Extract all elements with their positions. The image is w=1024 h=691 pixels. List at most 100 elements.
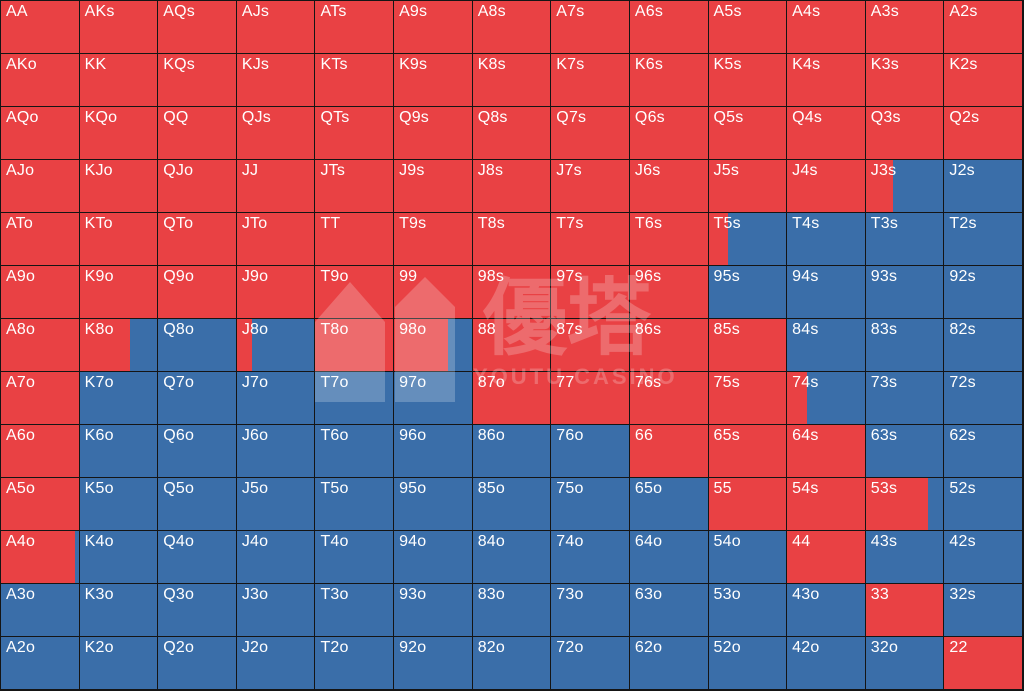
hand-cell[interactable]: QQ: [158, 107, 236, 159]
hand-cell[interactable]: K2o: [79, 637, 158, 689]
hand-cell[interactable]: QJo: [158, 160, 236, 212]
hand-cell[interactable]: AKo: [1, 54, 79, 106]
hand-cell[interactable]: J9o: [236, 266, 315, 318]
hand-cell[interactable]: 53o: [708, 584, 787, 636]
hand-cell[interactable]: T8o: [315, 319, 394, 371]
hand-cell[interactable]: TT: [315, 213, 394, 265]
hand-cell[interactable]: T6s: [629, 213, 708, 265]
hand-cell[interactable]: K4s: [787, 54, 865, 106]
hand-cell[interactable]: A2o: [1, 637, 79, 689]
hand-cell[interactable]: Q2s: [944, 107, 1022, 159]
hand-cell[interactable]: Q4s: [787, 107, 865, 159]
hand-cell[interactable]: K9o: [79, 266, 158, 318]
hand-cell[interactable]: 75s: [708, 372, 787, 424]
hand-cell[interactable]: Q5s: [708, 107, 787, 159]
hand-cell[interactable]: 52s: [944, 478, 1022, 530]
hand-cell[interactable]: Q9o: [158, 266, 236, 318]
hand-cell[interactable]: 63s: [865, 425, 944, 477]
hand-cell[interactable]: 87o: [472, 372, 551, 424]
hand-cell[interactable]: Q3o: [158, 584, 236, 636]
hand-cell[interactable]: 96s: [629, 266, 708, 318]
hand-cell[interactable]: JTs: [315, 160, 394, 212]
hand-cell[interactable]: 93o: [394, 584, 472, 636]
hand-cell[interactable]: 33: [865, 584, 944, 636]
hand-cell[interactable]: 52o: [708, 637, 787, 689]
hand-cell[interactable]: J3o: [236, 584, 315, 636]
hand-cell[interactable]: 62s: [944, 425, 1022, 477]
hand-cell[interactable]: 53s: [865, 478, 944, 530]
hand-cell[interactable]: 85o: [472, 478, 551, 530]
hand-cell[interactable]: T2o: [315, 637, 394, 689]
hand-cell[interactable]: 84s: [787, 319, 865, 371]
hand-cell[interactable]: A9o: [1, 266, 79, 318]
hand-cell[interactable]: 72o: [551, 637, 629, 689]
hand-cell[interactable]: A9s: [394, 1, 472, 53]
hand-cell[interactable]: Q2o: [158, 637, 236, 689]
hand-cell[interactable]: KJs: [236, 54, 315, 106]
hand-cell[interactable]: J3s: [865, 160, 944, 212]
hand-cell[interactable]: 95s: [708, 266, 787, 318]
hand-cell[interactable]: J5s: [708, 160, 787, 212]
hand-cell[interactable]: J2s: [944, 160, 1022, 212]
hand-cell[interactable]: 63o: [629, 584, 708, 636]
hand-cell[interactable]: T9s: [394, 213, 472, 265]
hand-cell[interactable]: J4o: [236, 531, 315, 583]
hand-cell[interactable]: 32o: [865, 637, 944, 689]
hand-cell[interactable]: K6o: [79, 425, 158, 477]
hand-cell[interactable]: 95o: [394, 478, 472, 530]
hand-cell[interactable]: A8o: [1, 319, 79, 371]
hand-cell[interactable]: 94o: [394, 531, 472, 583]
hand-cell[interactable]: 73s: [865, 372, 944, 424]
hand-cell[interactable]: 42s: [944, 531, 1022, 583]
hand-cell[interactable]: 77: [551, 372, 629, 424]
hand-cell[interactable]: T7o: [315, 372, 394, 424]
hand-cell[interactable]: 98s: [472, 266, 551, 318]
hand-cell[interactable]: T8s: [472, 213, 551, 265]
hand-cell[interactable]: A7s: [551, 1, 629, 53]
hand-cell[interactable]: 43s: [865, 531, 944, 583]
hand-cell[interactable]: A5o: [1, 478, 79, 530]
hand-cell[interactable]: Q7o: [158, 372, 236, 424]
hand-cell[interactable]: J5o: [236, 478, 315, 530]
hand-cell[interactable]: 96o: [394, 425, 472, 477]
hand-cell[interactable]: 42o: [787, 637, 865, 689]
hand-cell[interactable]: J6o: [236, 425, 315, 477]
hand-cell[interactable]: 72s: [944, 372, 1022, 424]
hand-cell[interactable]: 85s: [708, 319, 787, 371]
hand-cell[interactable]: J9s: [394, 160, 472, 212]
hand-cell[interactable]: Q4o: [158, 531, 236, 583]
hand-cell[interactable]: J8o: [236, 319, 315, 371]
hand-cell[interactable]: 43o: [787, 584, 865, 636]
hand-cell[interactable]: Q9s: [394, 107, 472, 159]
hand-cell[interactable]: 94s: [787, 266, 865, 318]
hand-cell[interactable]: K7s: [551, 54, 629, 106]
hand-cell[interactable]: 32s: [944, 584, 1022, 636]
hand-cell[interactable]: T5s: [708, 213, 787, 265]
hand-cell[interactable]: 65o: [629, 478, 708, 530]
hand-cell[interactable]: 84o: [472, 531, 551, 583]
hand-cell[interactable]: Q7s: [551, 107, 629, 159]
hand-cell[interactable]: K8s: [472, 54, 551, 106]
hand-cell[interactable]: A2s: [944, 1, 1022, 53]
hand-cell[interactable]: QTo: [158, 213, 236, 265]
hand-cell[interactable]: 66: [629, 425, 708, 477]
hand-cell[interactable]: J7o: [236, 372, 315, 424]
hand-cell[interactable]: J6s: [629, 160, 708, 212]
hand-cell[interactable]: QJs: [236, 107, 315, 159]
hand-cell[interactable]: KJo: [79, 160, 158, 212]
hand-cell[interactable]: 98o: [394, 319, 472, 371]
hand-cell[interactable]: 97s: [551, 266, 629, 318]
hand-cell[interactable]: 74o: [551, 531, 629, 583]
hand-cell[interactable]: T5o: [315, 478, 394, 530]
hand-cell[interactable]: 64o: [629, 531, 708, 583]
hand-cell[interactable]: K8o: [79, 319, 158, 371]
hand-cell[interactable]: KK: [79, 54, 158, 106]
hand-cell[interactable]: Q8o: [158, 319, 236, 371]
hand-cell[interactable]: AJs: [236, 1, 315, 53]
hand-cell[interactable]: A6s: [629, 1, 708, 53]
hand-cell[interactable]: J7s: [551, 160, 629, 212]
hand-cell[interactable]: T6o: [315, 425, 394, 477]
hand-cell[interactable]: ATo: [1, 213, 79, 265]
hand-cell[interactable]: 97o: [394, 372, 472, 424]
hand-cell[interactable]: K9s: [394, 54, 472, 106]
